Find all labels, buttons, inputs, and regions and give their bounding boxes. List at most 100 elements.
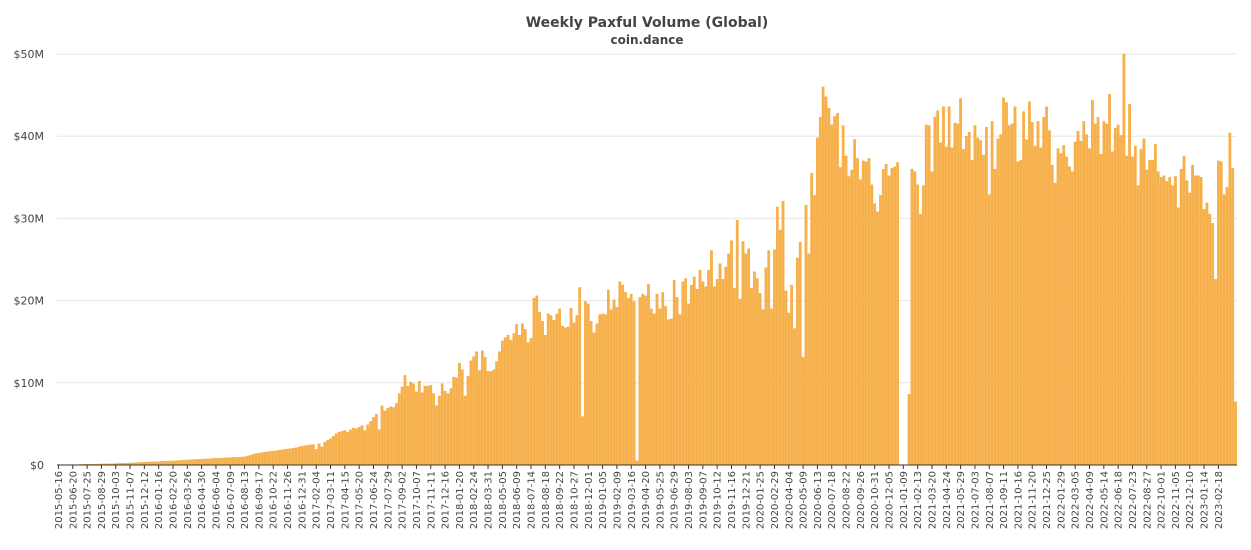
volume-bar <box>549 315 553 466</box>
volume-bar <box>163 460 166 466</box>
volume-bar <box>1093 123 1097 466</box>
volume-bar <box>775 206 779 466</box>
volume-bar <box>1165 181 1169 466</box>
volume-bar <box>893 166 897 466</box>
volume-bar <box>1042 117 1046 466</box>
volume-bar <box>543 334 547 466</box>
volume-bar <box>1102 121 1106 466</box>
volume-bar <box>1128 103 1131 466</box>
volume-bar <box>1133 145 1137 466</box>
x-tick-label: 2018-08-18 <box>541 471 552 529</box>
volume-bar <box>927 125 931 466</box>
x-tick-label: 2021-10-16 <box>1013 471 1024 529</box>
volume-bar <box>838 167 842 466</box>
volume-bar <box>830 124 834 466</box>
volume-bar <box>916 184 920 466</box>
volume-bar <box>300 445 304 466</box>
volume-bar <box>194 459 198 466</box>
x-tick-label: 2020-02-29 <box>770 471 781 529</box>
volume-bar <box>1182 155 1186 466</box>
x-tick-label: 2018-12-01 <box>584 471 595 529</box>
volume-bar <box>555 313 559 466</box>
x-tick-label: 2017-09-02 <box>398 471 409 529</box>
volume-bar <box>1022 111 1025 466</box>
volume-bar <box>1162 175 1166 466</box>
volume-bar <box>867 158 871 466</box>
volume-bar <box>251 454 255 466</box>
volume-bar <box>1176 207 1180 466</box>
volume-bar <box>509 339 513 466</box>
volume-bar <box>1185 180 1189 466</box>
volume-bar <box>1228 132 1232 466</box>
volume-bar <box>271 450 275 466</box>
volume-bar <box>861 160 865 466</box>
volume-bar <box>1062 145 1066 466</box>
y-tick-label: $40M <box>14 130 45 143</box>
volume-bar <box>1028 101 1031 466</box>
volume-bar <box>1065 156 1068 466</box>
volume-bar <box>864 161 868 466</box>
x-tick-label: 2023-02-18 <box>1214 471 1225 529</box>
volume-bar <box>807 253 811 466</box>
volume-bar <box>1214 279 1217 466</box>
volume-bar <box>1096 117 1100 466</box>
y-tick-label: $10M <box>14 377 45 390</box>
volume-bar <box>827 108 831 466</box>
volume-bar <box>1225 187 1229 466</box>
volume-bar <box>847 176 851 466</box>
volume-bar <box>334 433 338 466</box>
x-tick-label: 2020-07-18 <box>827 471 838 529</box>
volume-bar <box>615 307 619 466</box>
volume-bar <box>1231 168 1235 466</box>
volume-bar <box>469 360 473 466</box>
volume-bar <box>887 175 891 466</box>
volume-bar <box>953 122 957 466</box>
volume-bar <box>266 451 269 466</box>
volume-bar <box>329 438 332 466</box>
volume-bar <box>1171 185 1174 466</box>
volume-bar <box>962 149 965 466</box>
volume-bar <box>967 131 971 466</box>
volume-bar <box>1039 147 1043 466</box>
volume-bar <box>309 444 312 466</box>
x-tick-label: 2019-05-25 <box>655 471 666 529</box>
volume-bar <box>294 447 298 466</box>
volume-bar <box>1179 168 1183 466</box>
x-tick-label: 2022-04-09 <box>1085 471 1096 529</box>
volume-bar <box>1196 175 1200 466</box>
volume-bar <box>357 427 361 466</box>
volume-bar <box>412 383 415 466</box>
x-tick-label: 2018-09-22 <box>555 471 566 529</box>
volume-bar <box>836 113 839 466</box>
volume-bar <box>523 329 527 466</box>
x-tick-label: 2020-12-05 <box>885 471 896 529</box>
volume-bar <box>372 417 375 466</box>
volume-bar <box>420 392 424 466</box>
volume-bar <box>1136 185 1140 466</box>
volume-bar <box>632 301 636 466</box>
volume-bar <box>532 297 536 466</box>
x-tick-label: 2021-03-20 <box>927 471 938 529</box>
volume-bar <box>710 250 713 466</box>
volume-bar <box>197 459 201 466</box>
volume-bar <box>564 327 567 466</box>
volume-bar <box>910 168 914 466</box>
volume-bar <box>876 211 879 466</box>
volume-bar <box>649 308 653 466</box>
volume-bar <box>609 309 613 466</box>
volume-bar <box>1091 99 1094 466</box>
volume-bar <box>1145 169 1149 466</box>
volume-bar <box>1013 106 1017 466</box>
volume-bar <box>919 214 922 466</box>
volume-bar <box>1079 140 1083 466</box>
volume-bar <box>1151 159 1154 466</box>
volume-bar <box>1174 176 1177 466</box>
volume-bar <box>535 295 539 466</box>
volume-bar <box>944 146 948 466</box>
volume-bar <box>458 362 461 466</box>
volume-bar <box>884 163 888 466</box>
volume-bar <box>695 288 699 466</box>
x-tick-label: 2021-11-20 <box>1028 471 1039 529</box>
volume-bar <box>223 457 226 466</box>
